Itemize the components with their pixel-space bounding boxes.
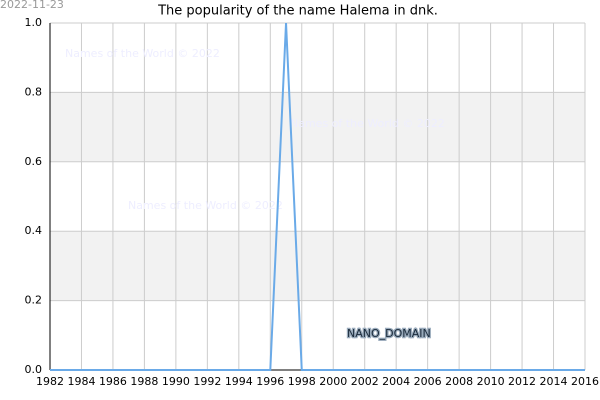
x-tick-label: 2008 — [445, 375, 473, 388]
watermark: Names of the World © 2022 — [128, 199, 283, 212]
line-series — [50, 22, 585, 371]
y-tick-label: 0.8 — [25, 85, 43, 98]
x-tick-label: 1982 — [36, 375, 64, 388]
x-tick-label: 2012 — [508, 375, 536, 388]
x-tick-label: 1992 — [193, 375, 221, 388]
x-tick-label: 2016 — [571, 375, 599, 388]
grid-band — [50, 231, 585, 301]
y-tick-label: 0.4 — [25, 224, 43, 237]
x-tick-label: 1998 — [288, 375, 316, 388]
x-tick-label: 2006 — [414, 375, 442, 388]
x-tick-label: 1996 — [256, 375, 284, 388]
watermark: Names of the World © 2022 — [290, 117, 445, 130]
x-tick-label: 2002 — [351, 375, 379, 388]
grid-band — [50, 92, 585, 162]
y-tick-label: 0.0 — [25, 363, 43, 376]
x-tick-label: 1994 — [225, 375, 253, 388]
x-tick-label: 2004 — [382, 375, 410, 388]
watermark: Names of the World © 2022 — [65, 47, 220, 60]
x-tick-label: 2014 — [540, 375, 568, 388]
y-tick-label: 0.2 — [25, 294, 43, 307]
date-stamp: 2022-11-23 — [0, 0, 64, 11]
x-tick-label: 1986 — [99, 375, 127, 388]
x-tick-label: 1988 — [130, 375, 158, 388]
chart-title: The popularity of the name Halema in dnk… — [157, 4, 438, 19]
x-tick-label: 1990 — [162, 375, 190, 388]
y-tick-label: 1.0 — [25, 16, 43, 29]
y-tick-label: 0.6 — [25, 155, 43, 168]
x-tick-label: 2000 — [319, 375, 347, 388]
x-tick-label: 1984 — [67, 375, 95, 388]
x-tick-label: 2010 — [477, 375, 505, 388]
annotation: NANO_DOMAIN — [347, 327, 431, 340]
